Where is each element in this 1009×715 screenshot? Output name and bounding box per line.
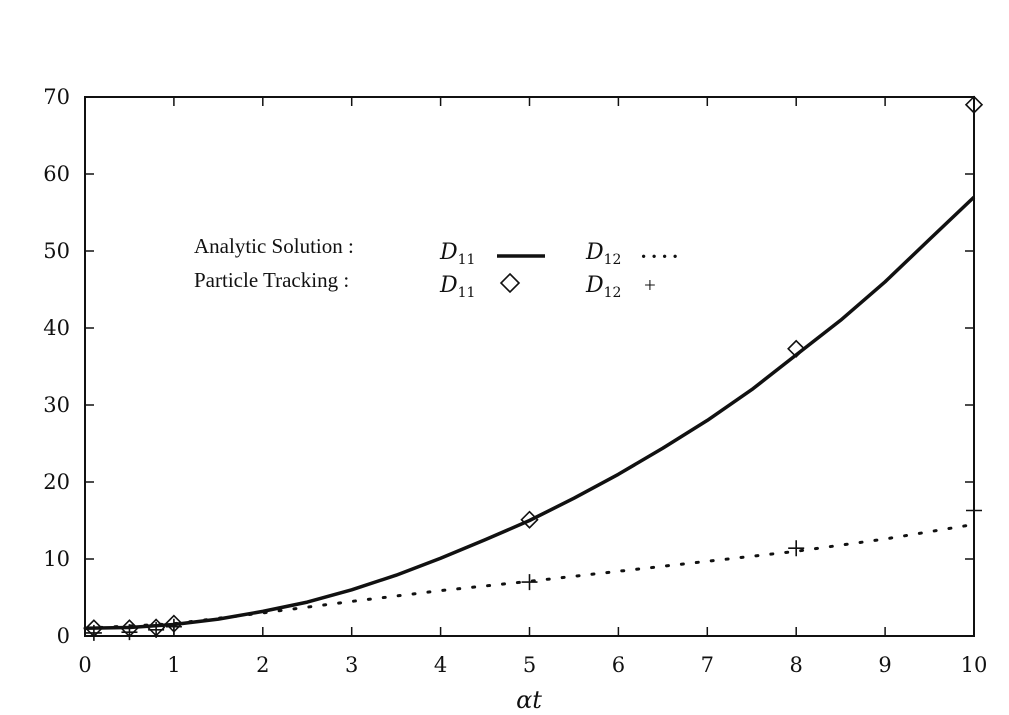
- legend-particle-d11-symbol: D11: [439, 273, 475, 301]
- legend-plus-marker: +: [644, 273, 656, 297]
- x-tick-label: 8: [790, 653, 803, 677]
- legend-subscript: 11: [458, 252, 476, 268]
- data-point-diamond: [787, 339, 806, 358]
- data-point-diamond: [964, 95, 984, 114]
- legend-d-letter: D: [585, 273, 604, 298]
- y-tick-label: 70: [43, 85, 70, 109]
- x-tick-label: 4: [434, 653, 447, 677]
- legend-analytic-d11-symbol: D11: [439, 240, 475, 268]
- plot-frame: [84, 96, 975, 637]
- data-point-plus: [148, 621, 165, 638]
- x-tick-label: 0: [78, 653, 91, 677]
- x-tick-label: 10: [961, 653, 988, 677]
- y-tick-label: 0: [57, 624, 70, 648]
- legend: Analytic Solution : Particle Tracking : …: [194, 234, 678, 301]
- y-tick-label: 10: [43, 547, 70, 571]
- legend-d12-dots: . . . .: [641, 239, 678, 263]
- legend-subscript: 11: [458, 285, 476, 301]
- series-layer: [83, 95, 984, 641]
- data-point-plus: [521, 574, 538, 591]
- data-point-plus: [966, 502, 982, 519]
- legend-particle-d12-symbol: D12: [585, 273, 621, 301]
- x-tick-label: 6: [612, 653, 625, 677]
- x-tick-label: 3: [345, 653, 358, 677]
- legend-d-letter: D: [439, 273, 458, 298]
- series-line-analytic-d12: [83, 522, 976, 630]
- data-point-plus: [165, 618, 182, 635]
- x-tick-label: 7: [701, 653, 714, 677]
- y-tick-label: 30: [43, 393, 70, 417]
- data-point-diamond: [520, 510, 539, 529]
- data-point-plus: [788, 540, 805, 557]
- axis-ticks: [84, 96, 975, 637]
- legend-d-letter: D: [439, 240, 458, 265]
- legend-analytic-d12-symbol: D12: [585, 240, 621, 268]
- data-point-plus: [121, 624, 138, 641]
- legend-particle-label: Particle Tracking :: [194, 268, 349, 292]
- legend-analytic-label: Analytic Solution :: [194, 234, 354, 258]
- data-point-plus: [85, 624, 102, 641]
- legend-d-letter: D: [585, 240, 604, 265]
- series-line-analytic-d11: [84, 195, 976, 631]
- legend-subscript: 12: [604, 285, 622, 301]
- y-tick-label: 40: [43, 316, 70, 340]
- legend-diamond-marker: [499, 272, 521, 294]
- x-tick-label: 1: [167, 653, 180, 677]
- y-tick-label: 20: [43, 470, 70, 494]
- x-tick-label: 5: [523, 653, 536, 677]
- x-tick-label: 9: [878, 653, 891, 677]
- x-axis-title: αt: [516, 686, 542, 714]
- y-tick-label: 50: [43, 239, 70, 263]
- x-tick-label: 2: [256, 653, 269, 677]
- y-tick-label: 60: [43, 162, 70, 186]
- legend-subscript: 12: [604, 252, 622, 268]
